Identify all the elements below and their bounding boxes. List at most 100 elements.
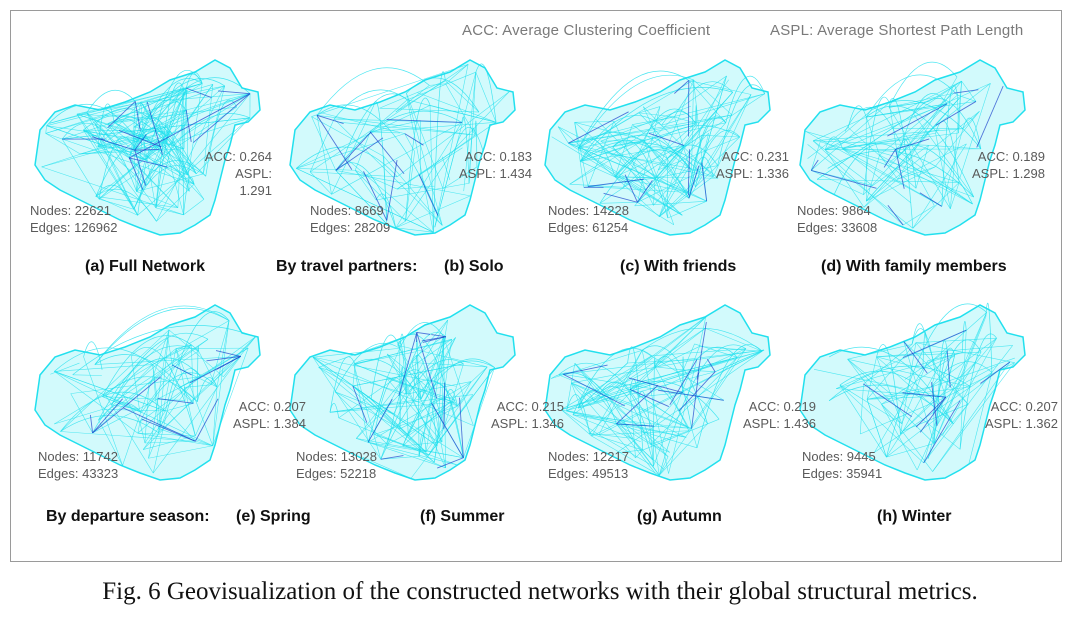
network-edge	[475, 72, 497, 123]
network-edge	[811, 170, 864, 195]
hub-edge	[696, 328, 706, 380]
network-edge	[428, 428, 445, 456]
network-edge	[587, 121, 615, 187]
network-edge	[331, 105, 374, 195]
network-edge	[386, 378, 456, 401]
aspl-value-c: ASPL: 1.336	[716, 166, 789, 181]
network-edge	[616, 351, 763, 453]
network-edge	[651, 392, 683, 427]
network-edge	[445, 64, 469, 85]
counts-e: Nodes: 11742 Edges: 43323	[38, 448, 118, 482]
network-edge	[932, 362, 1015, 472]
network-edge	[879, 154, 973, 205]
hub-edge	[648, 132, 685, 146]
network-edge	[653, 178, 656, 206]
network-edge	[134, 109, 187, 151]
network-edge	[185, 72, 203, 89]
network-edge	[574, 120, 615, 123]
network-edge	[183, 199, 205, 216]
network-edge	[812, 140, 873, 186]
network-edge	[216, 320, 230, 387]
network-edge	[321, 112, 405, 134]
network-edge	[95, 123, 135, 210]
nodes-value-d: Nodes: 9864	[797, 203, 871, 218]
network-edge	[613, 121, 647, 190]
network-edge	[368, 442, 427, 453]
group-label-departure-season: By departure season:	[46, 508, 210, 525]
hub-edge	[883, 149, 896, 168]
network-edge	[329, 356, 356, 413]
network-edge	[155, 207, 184, 216]
hub-edge	[887, 205, 904, 226]
network-edge	[616, 348, 747, 409]
network-edge	[674, 81, 733, 118]
network-edge	[45, 133, 81, 155]
network-edge	[863, 97, 960, 208]
network-edge	[632, 124, 689, 169]
network-edge	[139, 421, 146, 444]
aspl-value-d: ASPL: 1.298	[972, 166, 1045, 181]
network-edge	[658, 136, 740, 171]
network-edge	[136, 191, 179, 208]
network-edge	[872, 100, 982, 150]
network-edge	[415, 339, 420, 457]
network-edge	[167, 337, 173, 366]
network-edge	[566, 410, 653, 427]
network-edge	[614, 176, 683, 216]
network-edge	[156, 183, 195, 222]
network-edge	[425, 320, 448, 452]
network-edge	[46, 125, 146, 161]
network-edge	[49, 112, 87, 124]
network-panel-b	[275, 50, 525, 250]
metrics-c: ACC: 0.231 ASPL: 1.336	[712, 148, 789, 182]
network-edge	[379, 80, 446, 109]
network-edge	[380, 359, 464, 460]
network-edge	[402, 445, 464, 459]
network-edge	[196, 117, 251, 174]
metrics-b: ACC: 0.183 ASPL: 1.434	[455, 148, 532, 182]
network-edge	[688, 80, 726, 123]
network-edge	[318, 367, 435, 463]
hub-edge	[637, 180, 653, 203]
network-edge	[691, 79, 694, 170]
hub-edge	[628, 377, 683, 394]
hub-edge	[431, 334, 446, 338]
hub-edge	[398, 332, 418, 396]
network-edge	[152, 344, 192, 365]
network-edge	[639, 106, 661, 114]
network-edge	[629, 389, 689, 428]
network-edge	[874, 368, 924, 453]
network-edge	[296, 133, 405, 169]
hub-edge	[380, 455, 404, 460]
network-edge	[927, 312, 987, 459]
hub-edge	[811, 169, 877, 189]
network-edge	[933, 404, 969, 444]
network-edge	[41, 166, 184, 216]
network-edge	[97, 93, 251, 148]
network-edge	[866, 356, 877, 400]
hub-edge	[437, 457, 464, 469]
network-edge	[600, 140, 690, 199]
network-edge	[186, 93, 251, 111]
network-edge	[699, 316, 707, 347]
network-edge	[362, 456, 412, 479]
network-edge	[375, 182, 470, 201]
network-edge	[185, 88, 189, 176]
network-panel-d	[785, 50, 1035, 250]
network-edge	[881, 404, 903, 424]
network-edge	[212, 320, 230, 446]
aspl-value-g: ASPL: 1.436	[743, 416, 816, 431]
network-edge	[165, 403, 194, 412]
network-edge	[148, 329, 170, 459]
network-edge	[895, 144, 973, 205]
network-edge	[957, 95, 959, 134]
network-edge	[147, 93, 251, 103]
hub-edge	[386, 119, 462, 123]
network-edge	[155, 88, 187, 208]
network-edge	[312, 347, 400, 358]
network-edge	[152, 356, 241, 474]
hub-edge	[134, 150, 147, 186]
hub-edge	[335, 131, 372, 171]
network-edge	[105, 337, 169, 396]
network-edge	[932, 361, 1011, 472]
